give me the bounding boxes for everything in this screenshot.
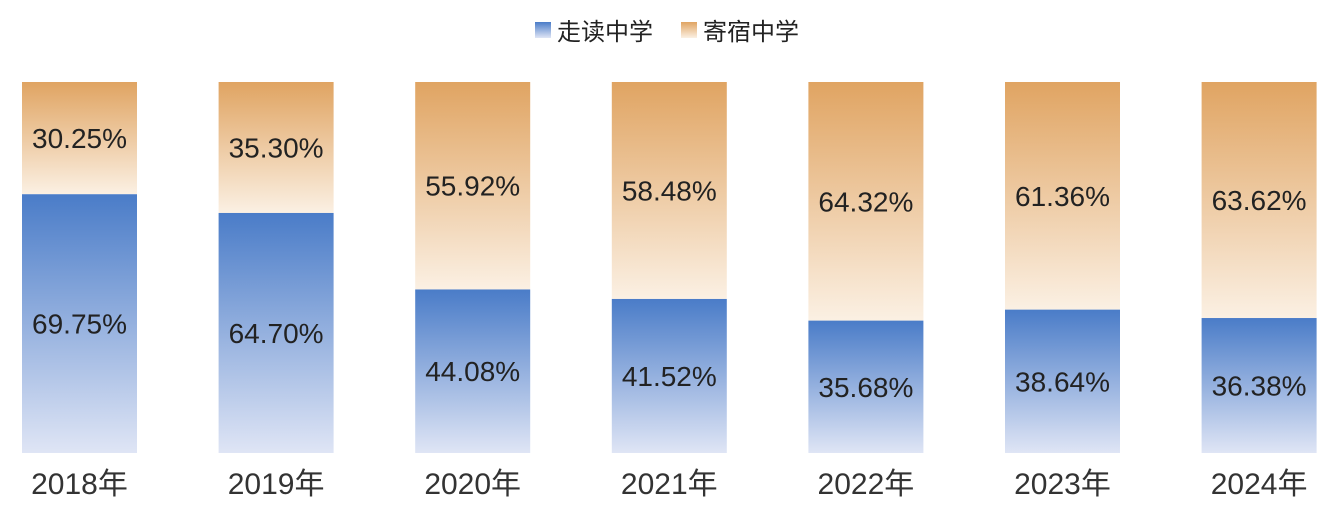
x-tick-label: 2021年 [621, 468, 718, 501]
data-label-day-school: 41.52% [622, 361, 717, 392]
x-tick-label: 2022年 [818, 468, 915, 501]
data-label-day-school: 69.75% [32, 309, 127, 340]
legend-item-boarding-school[interactable]: 寄宿中学 [681, 12, 799, 47]
bar-boarding-school [1005, 82, 1120, 310]
data-label-boarding-school: 30.25% [32, 123, 127, 154]
x-tick-label: 2023年 [1014, 468, 1111, 501]
bar-day-school [808, 320, 924, 453]
bar-boarding-school [218, 82, 334, 213]
bar-day-school [415, 289, 531, 453]
data-label-day-school: 64.70% [229, 318, 324, 349]
legend-swatch-boarding-school [681, 21, 697, 38]
data-label-day-school: 44.08% [425, 356, 520, 387]
data-label-day-school: 36.38% [1212, 371, 1307, 402]
x-tick-label: 2019年 [228, 468, 325, 501]
bar-day-school [218, 212, 334, 453]
data-label-boarding-school: 55.92% [425, 171, 520, 202]
data-label-boarding-school: 35.30% [229, 132, 324, 163]
bar-day-school [611, 298, 727, 453]
legend-swatch-day-school [535, 21, 551, 38]
legend-label: 走读中学 [557, 19, 653, 46]
data-label-boarding-school: 63.62% [1212, 185, 1307, 216]
bar-boarding-school [808, 82, 924, 321]
bar-boarding-school [22, 82, 137, 195]
legend-label: 寄宿中学 [703, 19, 799, 46]
bar-day-school [1005, 309, 1120, 453]
bar-boarding-school [1201, 82, 1317, 319]
legend-item-day-school[interactable]: 走读中学 [535, 12, 653, 47]
x-tick-label: 2018年 [31, 468, 128, 501]
data-label-boarding-school: 64.32% [818, 186, 913, 217]
bar-day-school [22, 194, 137, 454]
x-tick-label: 2024年 [1211, 468, 1308, 501]
legend: 走读中学 寄宿中学 [0, 12, 1334, 47]
bar-boarding-school [611, 82, 727, 299]
data-label-boarding-school: 61.36% [1015, 181, 1110, 212]
bar-day-school [1201, 318, 1317, 453]
bar-boarding-school [415, 82, 531, 290]
data-label-boarding-school: 58.48% [622, 175, 717, 206]
x-tick-label: 2020年 [424, 468, 521, 501]
data-label-day-school: 35.68% [818, 372, 913, 403]
data-label-day-school: 38.64% [1015, 366, 1110, 397]
